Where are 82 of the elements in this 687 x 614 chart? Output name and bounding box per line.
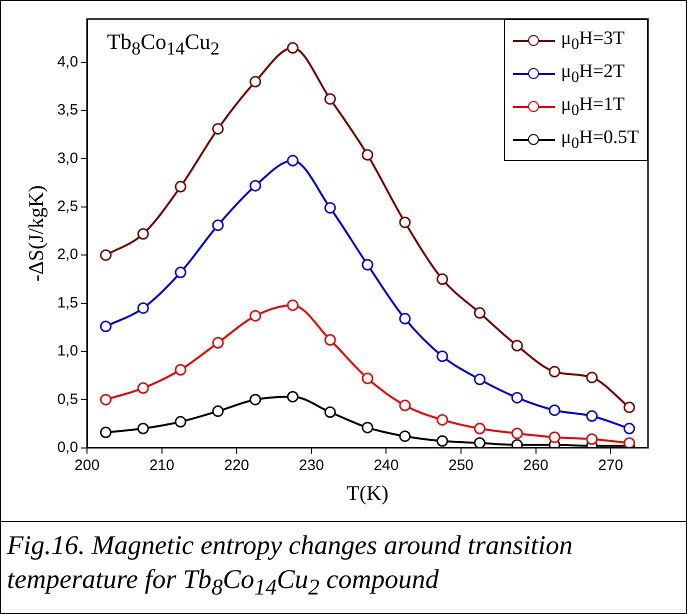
x-tick-label: 200 [74, 456, 100, 474]
legend-label: μ$_{0}$H=3T [561, 28, 625, 54]
point [212, 337, 224, 349]
point [586, 410, 598, 422]
point [324, 334, 336, 346]
x-tick-label: 210 [149, 456, 174, 474]
point [286, 154, 298, 166]
point [250, 76, 262, 88]
caption: Fig.16. Magnetic entropy changes around transition temperature for Tb$_{8}$Co$_{14}$Cu$_{2}$ compound [1, 521, 686, 607]
point [286, 42, 298, 54]
point [474, 374, 486, 386]
point [137, 302, 149, 314]
point [436, 350, 448, 362]
y-tick-label: 1,0 [57, 342, 78, 360]
legend-label: μ$_{0}$H=0.5T [561, 126, 639, 152]
point [511, 392, 523, 404]
y-tick-label: 1,5 [57, 294, 78, 312]
point [586, 372, 598, 384]
point [174, 416, 186, 428]
y-tick-label: 3,5 [57, 102, 78, 119]
x-tick-label: 270 [598, 456, 624, 474]
x-tick-label: 240 [374, 456, 399, 474]
point [436, 414, 448, 426]
point [511, 439, 523, 448]
point [399, 312, 411, 324]
point [137, 382, 149, 394]
y-tick-label: 2,5 [57, 198, 78, 216]
point [250, 180, 262, 192]
y-tick-label: 4,0 [57, 54, 78, 70]
point [250, 394, 262, 406]
x-tick-label: 230 [298, 456, 324, 474]
point [174, 266, 186, 278]
point [624, 402, 636, 414]
point [511, 428, 523, 440]
y-tick-label: 0,0 [57, 438, 78, 456]
point [548, 404, 560, 416]
point [174, 364, 186, 376]
point [436, 435, 448, 447]
point [511, 340, 523, 352]
point [286, 299, 298, 311]
point [436, 273, 448, 285]
point [624, 437, 636, 448]
y-tick-label: 3,0 [57, 150, 78, 167]
point [548, 366, 560, 378]
point [212, 123, 224, 135]
point [174, 180, 186, 192]
x-tick-label: 260 [523, 456, 548, 474]
point [324, 406, 336, 418]
x-tick-label: 220 [224, 456, 250, 474]
point [212, 405, 224, 417]
y-tick-label: 0,5 [57, 390, 78, 408]
point [362, 258, 374, 270]
point [362, 422, 374, 434]
point [624, 422, 636, 434]
y-tick-label: 2,0 [57, 246, 78, 264]
point [212, 219, 224, 231]
point [399, 216, 411, 228]
point [100, 426, 112, 438]
point [324, 93, 336, 105]
point [586, 433, 598, 445]
point [548, 431, 560, 443]
x-tick-label: 250 [448, 456, 474, 474]
legend-label: μ$_{0}$H=2T [561, 60, 625, 86]
point [474, 437, 486, 448]
point [362, 372, 374, 384]
point [474, 422, 486, 434]
point [100, 320, 112, 332]
legend-label: μ$_{0}$H=1T [561, 94, 625, 120]
point [324, 202, 336, 214]
point [137, 422, 149, 434]
point [362, 149, 374, 161]
point [137, 228, 149, 240]
annotation: Tb$_{8}$Co$_{14}$Cu$_{2}$ [107, 29, 220, 60]
point [399, 430, 411, 442]
point [399, 400, 411, 412]
point [100, 394, 112, 406]
x-axis-title: T(K) [346, 480, 389, 505]
point [100, 249, 112, 261]
point [250, 310, 262, 322]
point [286, 390, 298, 402]
point [474, 307, 486, 319]
y-axis-title: -ΔS(J/kgK) [24, 185, 48, 282]
